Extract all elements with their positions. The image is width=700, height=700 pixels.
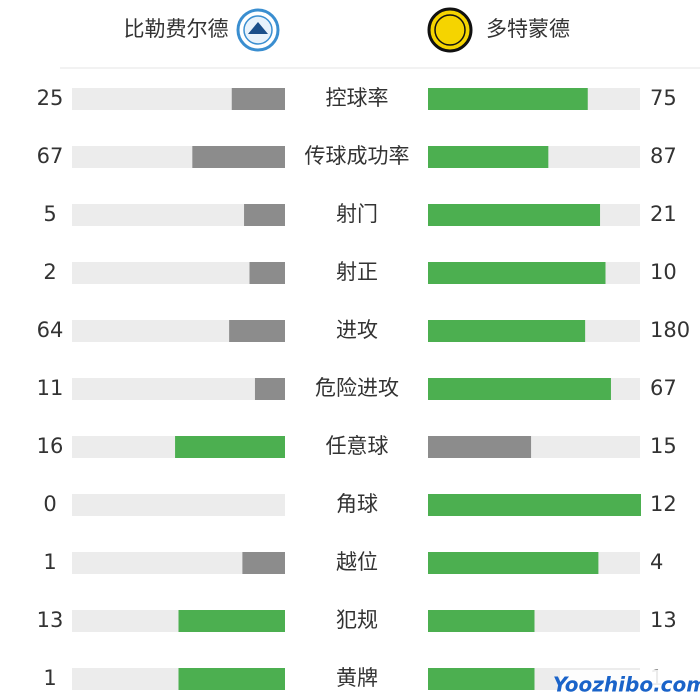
away-bar [428, 436, 532, 458]
away-value: 10 [650, 260, 677, 284]
away-value: 4 [650, 550, 663, 574]
home-logo [236, 8, 280, 52]
away-bar [428, 146, 549, 168]
stat-label: 射门 [336, 202, 378, 226]
away-value: 15 [650, 434, 677, 458]
stat-label: 角球 [336, 492, 378, 516]
away-bar [428, 610, 535, 632]
home-track [72, 378, 285, 400]
away-value: 13 [650, 608, 677, 632]
away-value: 75 [650, 86, 677, 110]
away-value: 21 [650, 202, 677, 226]
home-bar [178, 610, 285, 632]
home-bar [242, 552, 285, 574]
home-bar [175, 436, 285, 458]
watermark: Yoozhibo.com [553, 673, 700, 697]
stat-label: 危险进攻 [315, 376, 399, 400]
home-value: 64 [37, 318, 64, 342]
stat-label: 犯规 [336, 608, 378, 632]
home-bar [254, 378, 285, 400]
home-value: 16 [37, 434, 64, 458]
away-bar [428, 494, 641, 516]
home-value: 67 [37, 144, 64, 168]
away-logo [427, 7, 473, 53]
stat-label: 进攻 [336, 318, 378, 342]
home-bar [178, 668, 285, 690]
home-value: 1 [43, 550, 56, 574]
away-bar [428, 552, 599, 574]
home-value: 11 [37, 376, 64, 400]
away-bar [428, 88, 588, 110]
home-bar [229, 320, 285, 342]
home-value: 13 [37, 608, 64, 632]
home-bar [231, 88, 285, 110]
away-value: 180 [650, 318, 690, 342]
away-bar [428, 320, 586, 342]
away-bar [428, 668, 535, 690]
away-bar [428, 262, 606, 284]
away-value: 12 [650, 492, 677, 516]
home-value: 2 [43, 260, 56, 284]
stat-label: 越位 [336, 550, 378, 574]
home-value: 1 [43, 666, 56, 690]
stat-label: 传球成功率 [305, 144, 410, 168]
stat-label: 射正 [336, 260, 378, 284]
home-team: 比勒费尔德 [124, 17, 229, 41]
away-bar [428, 204, 601, 226]
away-team: 多特蒙德 [486, 17, 570, 41]
home-bar [244, 204, 285, 226]
home-value: 0 [43, 492, 56, 516]
stat-label: 控球率 [326, 86, 389, 110]
home-track [72, 262, 285, 284]
home-bar [249, 262, 285, 284]
away-value: 67 [650, 376, 677, 400]
home-track [72, 204, 285, 226]
away-value: 87 [650, 144, 677, 168]
home-value: 5 [43, 202, 56, 226]
home-bar [192, 146, 285, 168]
home-value: 25 [37, 86, 64, 110]
stat-label: 任意球 [326, 434, 389, 458]
home-track [72, 494, 285, 516]
away-bar [428, 378, 611, 400]
stat-label: 黄牌 [336, 666, 378, 690]
home-track [72, 552, 285, 574]
watermark-bg [560, 670, 700, 700]
